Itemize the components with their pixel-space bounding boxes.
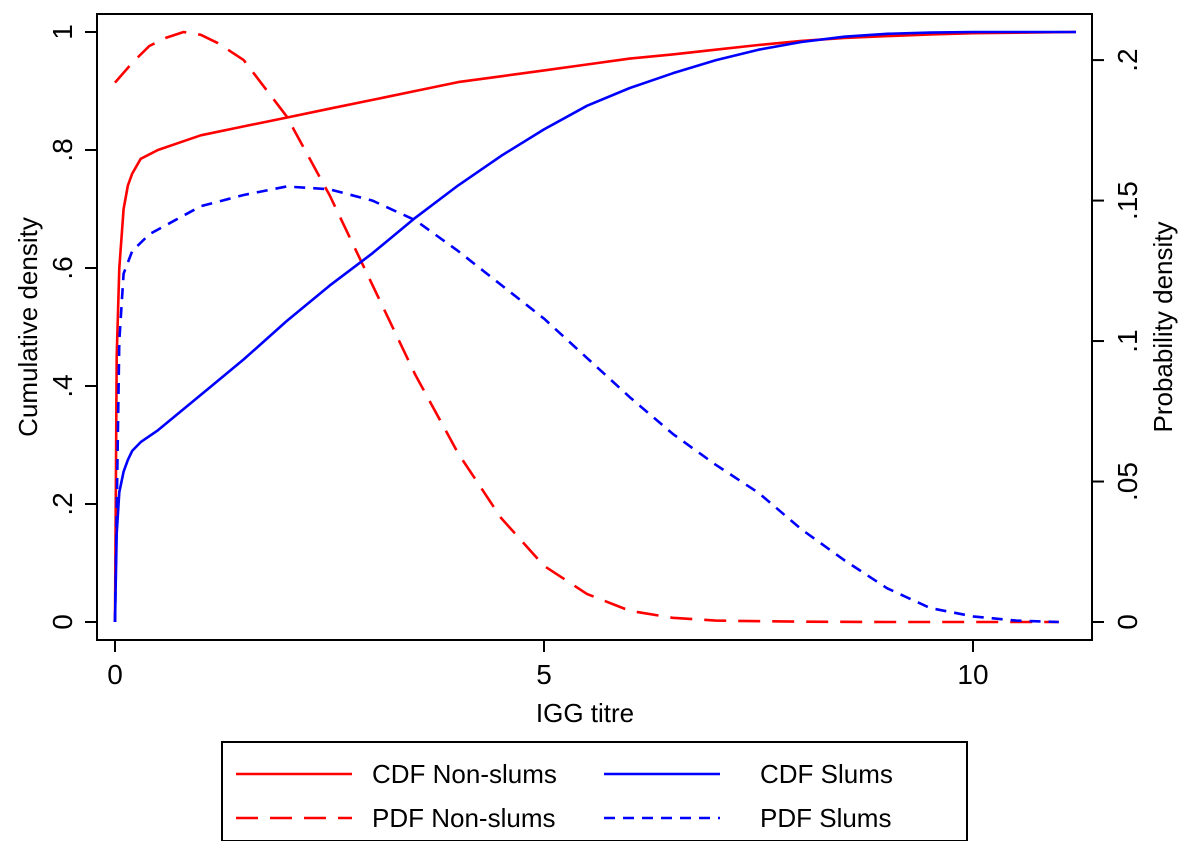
left-tick-label: .8 bbox=[47, 138, 78, 161]
right-axis-title: Probability density bbox=[1148, 222, 1178, 433]
left-tick-label: .4 bbox=[47, 374, 78, 397]
x-axis-ticks: 0 5 10 bbox=[107, 640, 989, 690]
x-tick-label: 10 bbox=[957, 659, 988, 690]
legend-box bbox=[221, 741, 968, 841]
x-tick-label: 0 bbox=[107, 659, 123, 690]
series-line-cdf-non-slums bbox=[113, 30, 1077, 623]
x-tick-label: 5 bbox=[536, 659, 552, 690]
x-axis-title: IGG titre bbox=[536, 698, 634, 728]
legend: CDF Non-slums CDF Slums PDF Non-slums PDF S… bbox=[236, 759, 893, 833]
plot-frame bbox=[96, 13, 1093, 641]
left-tick-label: .6 bbox=[47, 256, 78, 279]
left-tick-label: 0 bbox=[47, 614, 78, 630]
series-line-cdf-slums bbox=[113, 30, 1076, 623]
right-tick-label: .05 bbox=[1112, 462, 1143, 501]
series-lines bbox=[113, 30, 1077, 624]
left-axis-title: Cumulative density bbox=[13, 217, 43, 437]
right-tick-label: 0 bbox=[1112, 614, 1143, 630]
series-line-pdf-slums bbox=[113, 185, 1059, 624]
left-tick-label: 1 bbox=[47, 24, 78, 40]
left-axis-ticks: 0 .2 .4 .6 .8 1 bbox=[47, 24, 97, 630]
left-tick-label: .2 bbox=[47, 492, 78, 515]
legend-label-cdf-non-slums: CDF Non-slums bbox=[372, 759, 557, 789]
legend-label-pdf-slums: PDF Slums bbox=[760, 803, 891, 833]
legend-label-pdf-non-slums: PDF Non-slums bbox=[372, 803, 555, 833]
right-tick-label: .2 bbox=[1112, 48, 1143, 71]
right-axis-ticks: 0 .05 .1 .15 .2 bbox=[1092, 48, 1143, 630]
right-tick-label: .1 bbox=[1112, 329, 1143, 352]
legend-label-cdf-slums: CDF Slums bbox=[760, 759, 893, 789]
series-line-pdf-non-slums bbox=[114, 30, 1059, 624]
right-tick-label: .15 bbox=[1112, 181, 1143, 220]
